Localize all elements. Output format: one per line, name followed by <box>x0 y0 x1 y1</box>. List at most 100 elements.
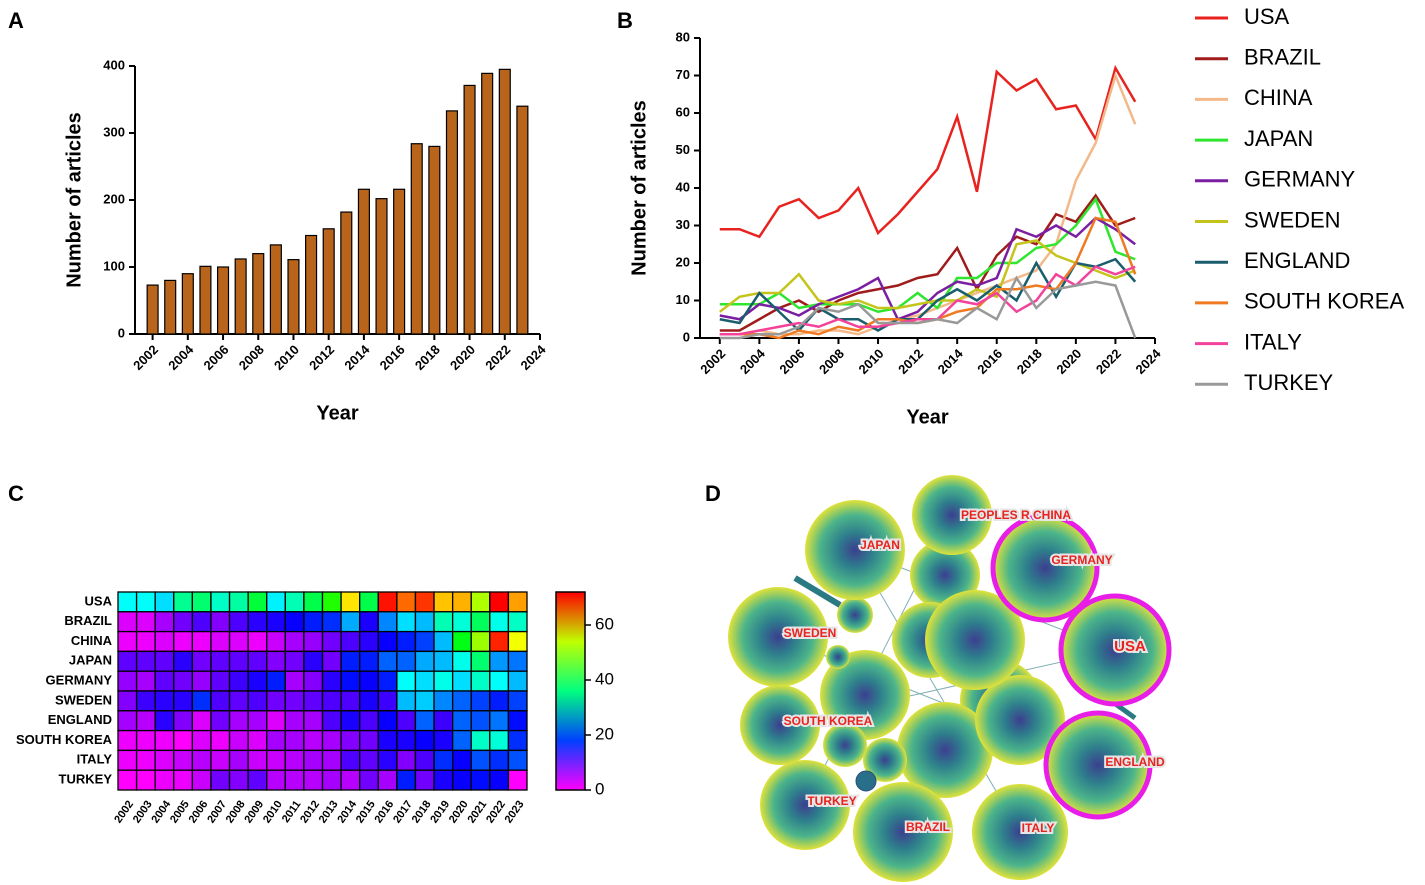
cell <box>154 729 175 752</box>
cell <box>284 690 305 712</box>
bar <box>516 105 529 335</box>
col-label: 2015 <box>354 799 378 826</box>
cell <box>154 769 175 791</box>
cell <box>117 690 138 712</box>
cell <box>247 670 268 692</box>
cell <box>117 749 138 771</box>
cell <box>173 611 194 633</box>
cell <box>117 729 138 752</box>
node <box>1043 710 1153 820</box>
cell <box>210 769 231 791</box>
col-label: 2012 <box>298 799 322 826</box>
cell <box>340 591 361 613</box>
bar <box>305 234 318 335</box>
col-label: 2021 <box>465 799 489 826</box>
cell <box>414 611 435 633</box>
cell <box>266 670 286 692</box>
cell <box>191 749 212 771</box>
cell <box>154 749 175 771</box>
cell <box>135 769 156 791</box>
cell <box>340 670 361 692</box>
cell <box>303 710 324 732</box>
cell <box>433 769 454 791</box>
cell <box>396 650 417 672</box>
cell <box>396 611 417 633</box>
cell <box>284 710 305 732</box>
cell <box>210 749 231 771</box>
cell <box>321 690 342 712</box>
cell <box>507 630 528 653</box>
cell <box>507 710 528 732</box>
node <box>975 675 1065 765</box>
panel-label: A <box>8 8 24 33</box>
cell <box>228 611 249 633</box>
cell <box>414 749 435 771</box>
cell <box>247 611 268 633</box>
cell <box>451 650 472 672</box>
cell <box>191 690 212 712</box>
cell <box>321 769 342 791</box>
node <box>837 597 873 633</box>
col-label: 2019 <box>428 799 452 826</box>
cell <box>228 650 249 672</box>
node-label: JAPAN <box>860 538 900 552</box>
cell <box>303 769 324 791</box>
cell <box>414 710 435 732</box>
x-tick-label: 2024 <box>1132 345 1164 377</box>
cell <box>228 591 249 613</box>
cell <box>377 670 398 692</box>
cell <box>377 710 398 732</box>
legend-label: JAPAN <box>1244 126 1313 151</box>
bar <box>146 284 159 335</box>
x-tick-label: 2016 <box>377 342 408 373</box>
cell <box>173 670 194 692</box>
cell <box>321 630 342 653</box>
node <box>760 760 850 850</box>
cell <box>247 650 268 672</box>
cell <box>321 749 342 771</box>
cell <box>433 591 454 613</box>
cell <box>489 670 510 692</box>
bar <box>181 273 194 335</box>
cell <box>470 591 491 613</box>
cell <box>470 690 491 712</box>
cell <box>173 729 194 752</box>
cell <box>451 690 472 712</box>
cell <box>489 749 510 771</box>
col-label: 2022 <box>484 799 508 826</box>
col-label: 2003 <box>131 799 155 826</box>
cell <box>451 591 472 613</box>
colorbar <box>555 591 586 791</box>
cell <box>377 690 398 712</box>
cell <box>321 729 342 752</box>
cell <box>414 729 435 752</box>
cell <box>228 769 249 791</box>
cell <box>414 769 435 791</box>
x-tick-label: 2020 <box>1053 346 1084 377</box>
cell <box>507 591 528 613</box>
y-tick-label: 100 <box>103 258 125 273</box>
cell <box>451 710 472 732</box>
cell <box>228 690 249 712</box>
cell <box>396 630 417 653</box>
x-tick-label: 2008 <box>236 342 267 373</box>
colorbar-label: 40 <box>595 669 614 688</box>
node <box>823 723 867 767</box>
cell <box>507 749 528 771</box>
node <box>740 685 820 765</box>
cell <box>210 690 231 712</box>
line <box>719 196 1136 314</box>
x-tick-label: 2020 <box>447 342 478 373</box>
cell <box>303 611 324 633</box>
bar <box>269 244 282 335</box>
cell <box>191 650 212 672</box>
legend-label: GERMANY <box>1244 167 1356 192</box>
col-label: 2014 <box>335 798 359 826</box>
cell <box>340 710 361 732</box>
cell <box>247 729 268 752</box>
col-label: 2002 <box>112 799 136 826</box>
cell <box>396 710 417 732</box>
cell <box>489 650 510 672</box>
cell <box>507 670 528 692</box>
